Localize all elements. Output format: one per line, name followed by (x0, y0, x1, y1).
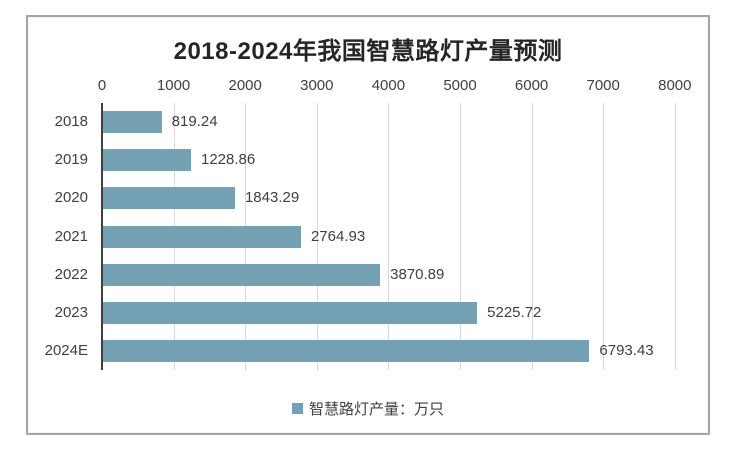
category-label: 2020 (54, 189, 88, 207)
x-tick-label: 2000 (228, 77, 262, 94)
category-axis-line (101, 103, 103, 370)
x-tick-label: 6000 (514, 77, 549, 94)
bar (103, 339, 590, 362)
legend-series-label: 智慧路灯产量：万只 (308, 401, 444, 418)
chart-frame: 2018-2024年我国智慧路灯产量预测 0 1000 2000 3000 4000 50… (26, 15, 710, 435)
bar (103, 111, 162, 134)
x-tick-label: 5000 (443, 77, 477, 94)
data-label: 1228.86 (200, 151, 256, 169)
bar (103, 225, 301, 248)
x-tick-label: 8000 (658, 77, 692, 94)
category-label: 2021 (54, 227, 88, 245)
gridline (531, 103, 533, 370)
category-label: 2024E (44, 341, 88, 359)
x-tick-label: 3000 (300, 77, 334, 94)
bar (103, 187, 235, 210)
gridline (388, 103, 390, 370)
x-tick-label: 4000 (371, 77, 406, 94)
x-tick-label: 0 (97, 77, 107, 94)
gridline (603, 103, 605, 370)
data-label: 3870.89 (390, 265, 445, 283)
category-label: 2022 (54, 265, 88, 283)
legend-marker-icon (291, 403, 303, 414)
category-label: 2023 (54, 303, 88, 321)
bar (103, 149, 191, 172)
data-label: 5225.72 (487, 303, 542, 321)
data-label: 819.24 (171, 113, 218, 131)
gridline (316, 103, 318, 370)
category-label: 2018 (54, 113, 88, 131)
bar (103, 301, 478, 324)
chart-title: 2018-2024年我国智慧路灯产量预测 (173, 38, 563, 65)
data-label: 2764.93 (310, 227, 366, 245)
bar (103, 263, 381, 286)
data-label: 1843.29 (244, 189, 300, 207)
legend: 智慧路灯产量：万只 (28, 398, 708, 419)
x-tick-label: 1000 (156, 77, 191, 94)
x-tick-label: 7000 (586, 77, 620, 94)
chart-area: 2018-2024年我国智慧路灯产量预测 0 1000 2000 3000 4000 50… (28, 17, 708, 433)
category-label: 2019 (54, 151, 88, 169)
data-label: 6793.43 (599, 341, 654, 359)
gridline (674, 103, 676, 370)
gridline (460, 103, 461, 370)
